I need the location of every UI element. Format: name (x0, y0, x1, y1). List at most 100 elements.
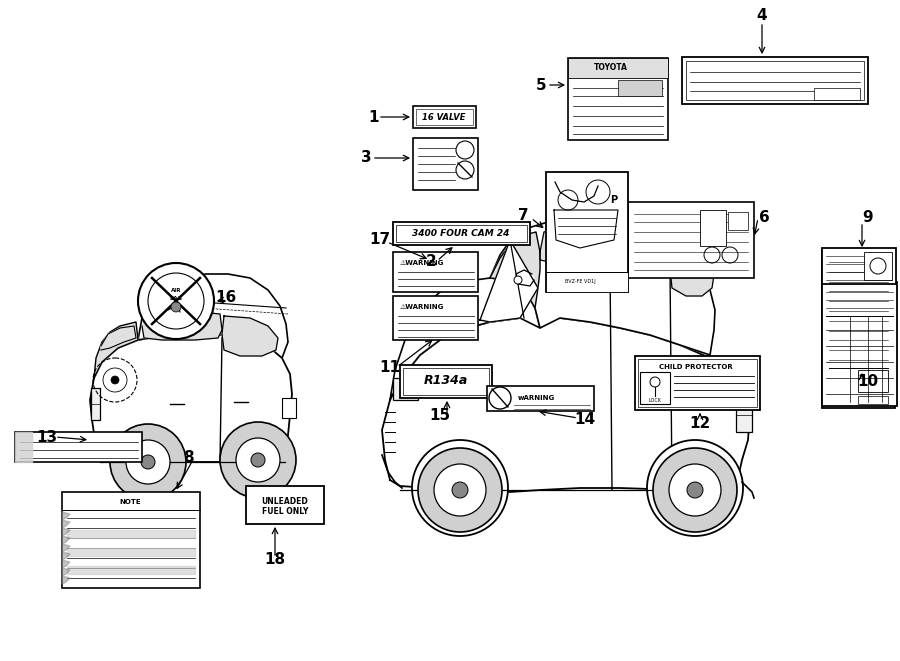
Circle shape (251, 453, 265, 467)
Text: 7: 7 (518, 208, 528, 223)
Bar (825, 253, 892, 405)
Circle shape (220, 422, 296, 498)
Bar (393, 252, 478, 292)
Text: wARNING: wARNING (518, 395, 554, 401)
Circle shape (111, 376, 119, 384)
Bar (91, 388, 100, 420)
Bar (864, 252, 892, 280)
Text: 16 VALVE: 16 VALVE (422, 112, 466, 122)
Polygon shape (490, 220, 715, 355)
Polygon shape (62, 512, 70, 520)
Bar (403, 368, 489, 395)
Polygon shape (101, 326, 136, 350)
Bar (413, 138, 478, 190)
Polygon shape (62, 536, 70, 544)
Bar (393, 378, 418, 400)
Polygon shape (94, 322, 138, 378)
Text: 6: 6 (759, 210, 769, 225)
Polygon shape (62, 528, 70, 536)
Polygon shape (62, 560, 70, 568)
Bar (546, 172, 628, 292)
Text: 17: 17 (369, 233, 391, 247)
Text: 3: 3 (361, 151, 372, 165)
Text: 4: 4 (757, 9, 768, 24)
Circle shape (669, 464, 721, 516)
Text: UNLEADED: UNLEADED (262, 498, 309, 506)
Polygon shape (62, 520, 70, 528)
Polygon shape (15, 432, 32, 462)
Bar (568, 58, 668, 78)
Bar (686, 61, 864, 100)
Polygon shape (390, 278, 540, 400)
Bar (487, 386, 594, 411)
Circle shape (653, 448, 737, 532)
Text: TOYOTA: TOYOTA (594, 63, 628, 73)
Text: CHILD PROTECTOR: CHILD PROTECTOR (659, 364, 733, 370)
Polygon shape (480, 240, 538, 322)
Circle shape (138, 263, 214, 339)
Bar (728, 212, 748, 230)
Polygon shape (670, 244, 714, 296)
Circle shape (110, 424, 186, 500)
Circle shape (506, 236, 514, 244)
Bar (282, 398, 296, 418)
Text: 15: 15 (429, 408, 451, 424)
Bar (635, 356, 760, 410)
Polygon shape (67, 566, 195, 574)
Bar (393, 222, 530, 245)
Text: BVZ-FE VD1J: BVZ-FE VD1J (564, 280, 596, 284)
Circle shape (434, 464, 486, 516)
Text: 13: 13 (36, 430, 58, 446)
Circle shape (647, 440, 743, 536)
Text: 12: 12 (689, 416, 711, 432)
Bar (628, 202, 754, 278)
Text: ⚠WARNING: ⚠WARNING (400, 304, 445, 310)
Polygon shape (62, 544, 70, 552)
Circle shape (412, 440, 508, 536)
Bar (413, 106, 476, 128)
Polygon shape (490, 232, 540, 308)
Circle shape (236, 438, 280, 482)
Bar (814, 88, 860, 100)
Text: BAG: BAG (169, 295, 183, 301)
Polygon shape (62, 552, 70, 560)
Circle shape (126, 440, 170, 484)
Text: LOCK: LOCK (649, 397, 662, 403)
Polygon shape (540, 224, 612, 264)
Polygon shape (62, 576, 70, 584)
Text: 8: 8 (183, 451, 194, 465)
Bar (568, 58, 668, 140)
Bar (15, 432, 142, 462)
Polygon shape (222, 316, 278, 356)
Bar (858, 370, 888, 392)
Bar (682, 57, 868, 104)
Text: 18: 18 (265, 553, 285, 568)
Text: 11: 11 (380, 360, 400, 375)
Text: 9: 9 (863, 210, 873, 225)
Circle shape (452, 482, 468, 498)
Circle shape (687, 482, 703, 498)
Text: 2: 2 (426, 254, 436, 268)
Text: AIR: AIR (171, 288, 181, 293)
Bar (822, 248, 896, 284)
Polygon shape (554, 210, 618, 248)
Bar (736, 398, 752, 432)
Text: 5: 5 (536, 77, 546, 93)
Text: FUEL ONLY: FUEL ONLY (262, 508, 308, 516)
Polygon shape (62, 568, 70, 576)
Text: ⚠WARNING: ⚠WARNING (400, 260, 445, 266)
Text: 10: 10 (858, 375, 878, 389)
Circle shape (171, 302, 181, 312)
Text: R134a: R134a (424, 375, 468, 387)
Bar (700, 210, 726, 246)
Bar (416, 109, 473, 125)
Text: 1: 1 (369, 110, 379, 124)
Polygon shape (67, 530, 195, 538)
Polygon shape (67, 548, 195, 556)
Circle shape (418, 448, 502, 532)
Bar (396, 225, 527, 242)
Bar (640, 372, 670, 404)
Circle shape (514, 276, 522, 284)
Text: 16: 16 (215, 290, 237, 305)
Bar (62, 492, 200, 588)
